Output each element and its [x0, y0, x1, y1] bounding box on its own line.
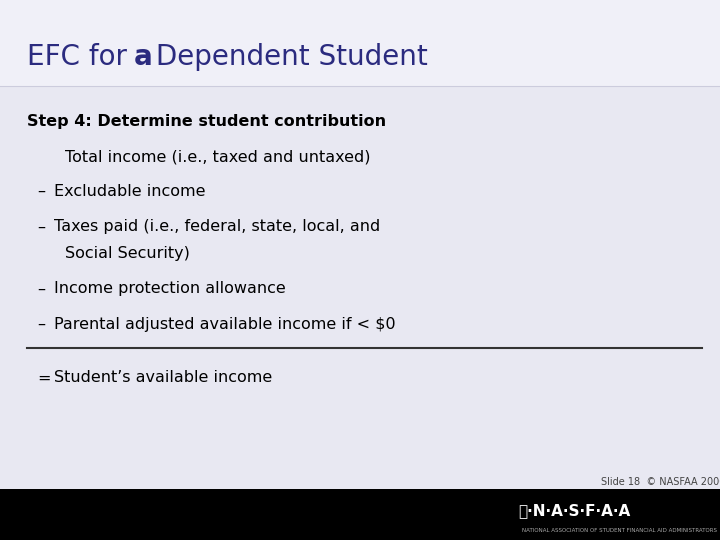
Text: –: –	[37, 316, 45, 332]
Text: –: –	[37, 219, 45, 234]
FancyBboxPatch shape	[0, 489, 720, 540]
Text: Ⓝ·N·A·S·F·A·A: Ⓝ·N·A·S·F·A·A	[518, 503, 631, 518]
Text: Step 4: Determine student contribution: Step 4: Determine student contribution	[27, 114, 387, 129]
Text: Taxes paid (i.e., federal, state, local, and: Taxes paid (i.e., federal, state, local,…	[54, 219, 380, 234]
Text: Total income (i.e., taxed and untaxed): Total income (i.e., taxed and untaxed)	[65, 149, 370, 164]
Text: –: –	[37, 184, 45, 199]
Text: –: –	[37, 281, 45, 296]
Text: Income protection allowance: Income protection allowance	[54, 281, 286, 296]
Text: Social Security): Social Security)	[65, 246, 189, 261]
Text: NATIONAL ASSOCIATION OF STUDENT FINANCIAL AID ADMINISTRATORS: NATIONAL ASSOCIATION OF STUDENT FINANCIA…	[522, 528, 717, 533]
Text: Slide 18  © NASFAA 2006: Slide 18 © NASFAA 2006	[601, 477, 720, 487]
FancyBboxPatch shape	[0, 86, 720, 489]
Text: a: a	[134, 43, 153, 71]
Text: Student’s available income: Student’s available income	[54, 370, 272, 386]
Text: Excludable income: Excludable income	[54, 184, 205, 199]
Text: Dependent Student: Dependent Student	[147, 43, 428, 71]
Text: =: =	[37, 370, 51, 386]
FancyBboxPatch shape	[0, 0, 720, 86]
Text: Parental adjusted available income if < $0: Parental adjusted available income if < …	[54, 316, 395, 332]
Text: EFC for: EFC for	[27, 43, 136, 71]
